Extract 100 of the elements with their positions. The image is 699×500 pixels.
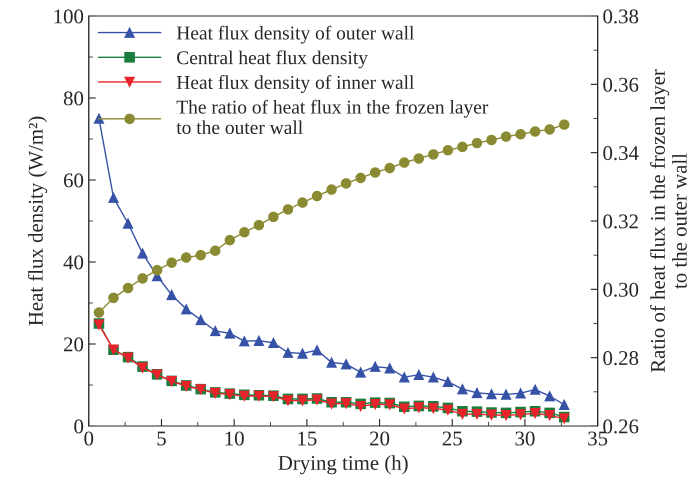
- y2-tick-label: 0.38: [603, 9, 638, 24]
- point: [340, 178, 352, 189]
- x-tick-label: 15: [298, 432, 316, 446]
- y-tick-label: 20: [64, 337, 84, 352]
- point: [239, 336, 250, 346]
- point: [122, 282, 134, 294]
- x-tick-label: 5: [157, 432, 166, 446]
- point: [312, 190, 322, 202]
- point: [530, 126, 540, 137]
- point: [428, 372, 439, 382]
- point: [515, 409, 526, 420]
- point: [195, 250, 206, 260]
- point: [515, 128, 526, 140]
- point: [224, 234, 236, 246]
- point: [384, 162, 396, 174]
- point: [486, 388, 497, 400]
- point: [254, 220, 264, 230]
- y2-tick-label: 0.26: [603, 419, 638, 434]
- point: [500, 131, 512, 142]
- point: [210, 326, 221, 336]
- y2-tick-label: 0.30: [603, 282, 638, 297]
- x-tick-label: 25: [442, 432, 462, 446]
- point: [355, 401, 366, 412]
- point: [544, 390, 555, 402]
- point: [282, 347, 294, 358]
- point: [94, 307, 104, 318]
- point: [224, 328, 236, 339]
- legend-label: Central heat flux density: [177, 50, 368, 68]
- point: [558, 399, 570, 410]
- point: [282, 204, 294, 215]
- point: [355, 367, 366, 378]
- point: [530, 384, 540, 395]
- point: [530, 408, 540, 419]
- point: [384, 362, 396, 374]
- point: [312, 344, 322, 356]
- point: [340, 358, 352, 370]
- point: [544, 124, 555, 135]
- x-axis-title: Drying time (h): [278, 455, 408, 474]
- point: [442, 376, 454, 387]
- point: [180, 304, 192, 314]
- point: [398, 404, 410, 414]
- point: [515, 388, 526, 398]
- point: [355, 172, 366, 184]
- point: [414, 369, 424, 380]
- y-axis-title: Heat flux density (W/m²): [28, 116, 48, 326]
- point: [472, 388, 482, 398]
- point: [268, 212, 279, 222]
- point: [398, 372, 410, 382]
- point: [326, 357, 337, 368]
- point: [500, 410, 512, 421]
- y-tick-label: 60: [64, 173, 84, 188]
- point: [137, 248, 148, 259]
- point: [195, 314, 206, 326]
- y-tick-label: 0: [74, 419, 84, 434]
- point: [370, 361, 380, 372]
- y2-tick-label: 0.28: [603, 351, 638, 366]
- point: [486, 134, 497, 146]
- point: [544, 410, 555, 421]
- legend-label: Heat flux density of inner wall: [176, 75, 414, 93]
- y-tick-label: 100: [54, 9, 84, 24]
- legend-label: The ratio of heat flux in the frozen layer to the outer wall: [176, 100, 488, 134]
- point: [297, 348, 308, 359]
- y-tick-label: 80: [64, 91, 84, 106]
- point: [457, 408, 468, 420]
- y-tick-label: 40: [63, 255, 84, 270]
- y2-axis-title: Ratio of heat flux in the frozen layer to the outer wall: [650, 69, 687, 372]
- point: [442, 144, 454, 156]
- point: [326, 184, 337, 195]
- x-tick-label: 35: [588, 432, 608, 446]
- point: [486, 410, 497, 420]
- point: [428, 149, 439, 160]
- y2-tick-label: 0.32: [603, 214, 638, 229]
- point: [297, 197, 308, 208]
- legend-label: Heat flux density of outer wall: [176, 26, 414, 44]
- point: [108, 192, 119, 203]
- point: [457, 384, 468, 394]
- y2-tick-label: 0.34: [603, 146, 639, 160]
- point: [239, 226, 250, 238]
- point: [180, 252, 192, 263]
- point: [254, 335, 264, 346]
- x-tick-label: 10: [226, 431, 244, 446]
- point: [268, 337, 279, 348]
- point: [472, 408, 482, 420]
- x-tick-label: 30: [516, 431, 535, 446]
- x-tick-label: 20: [370, 431, 390, 446]
- point: [108, 292, 119, 304]
- point: [472, 138, 482, 148]
- point: [398, 157, 410, 168]
- point: [457, 142, 468, 152]
- point: [210, 245, 221, 256]
- point: [122, 218, 134, 229]
- point: [137, 273, 148, 284]
- point: [370, 167, 380, 178]
- point: [166, 290, 177, 300]
- point: [500, 389, 512, 400]
- point: [166, 257, 177, 268]
- x-tick-label: 0: [84, 431, 94, 446]
- point: [152, 264, 162, 276]
- point: [558, 119, 570, 130]
- point: [414, 153, 424, 164]
